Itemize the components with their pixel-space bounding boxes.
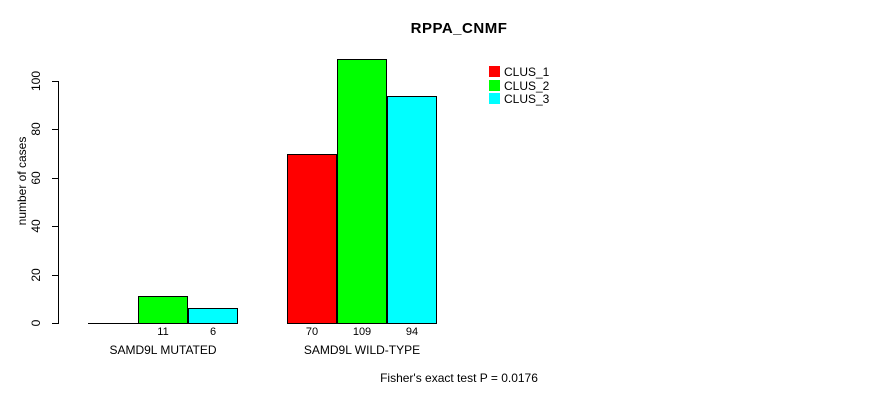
y-axis-tick-label: 0 [29,319,43,327]
category-label-samd9l-wild-type: SAMD9L WILD-TYPE [303,343,421,357]
y-axis-tick [52,129,58,130]
y-axis-tick [52,323,58,324]
legend-swatch-clus-3 [489,93,500,104]
y-axis-tick-label: 20 [29,268,43,282]
y-axis-tick [52,226,58,227]
y-axis-tick-label: 40 [29,219,43,233]
legend-label-clus-2: CLUS_2 [504,79,550,93]
bar-clus-1-samd9l-mutated [88,323,138,324]
legend-label-clus-3: CLUS_3 [504,92,550,106]
y-axis-tick [52,178,58,179]
bar-clus-2-samd9l-mutated [138,296,188,324]
y-axis-tick [52,81,58,82]
y-axis-tick-label: 100 [29,70,43,92]
bar-clus-3-samd9l-wild-type [387,96,437,324]
y-axis-tick [52,275,58,276]
bar-value-label: 94 [405,326,419,338]
bar-value-label: 6 [209,326,217,338]
legend-label-clus-1: CLUS_1 [504,65,550,79]
bar-clus-2-samd9l-wild-type [337,59,387,324]
y-axis-tick-label: 60 [29,171,43,185]
legend-swatch-clus-1 [489,66,500,77]
fisher-test-annotation: Fisher's exact test P = 0.0176 [380,371,538,385]
bar-clus-1-samd9l-wild-type [287,154,337,324]
bar-clus-3-samd9l-mutated [188,308,238,324]
bar-value-label: 70 [305,326,319,338]
legend-swatch-clus-2 [489,80,500,91]
bar-value-label: 109 [352,326,372,338]
y-axis-tick-label: 80 [29,122,43,136]
bar-value-label: 11 [157,326,169,338]
chart-title: RPPA_CNMF [410,20,508,37]
category-label-samd9l-mutated: SAMD9L MUTATED [109,343,217,357]
y-axis-label: number of cases [15,136,29,226]
y-axis-line [58,81,59,324]
